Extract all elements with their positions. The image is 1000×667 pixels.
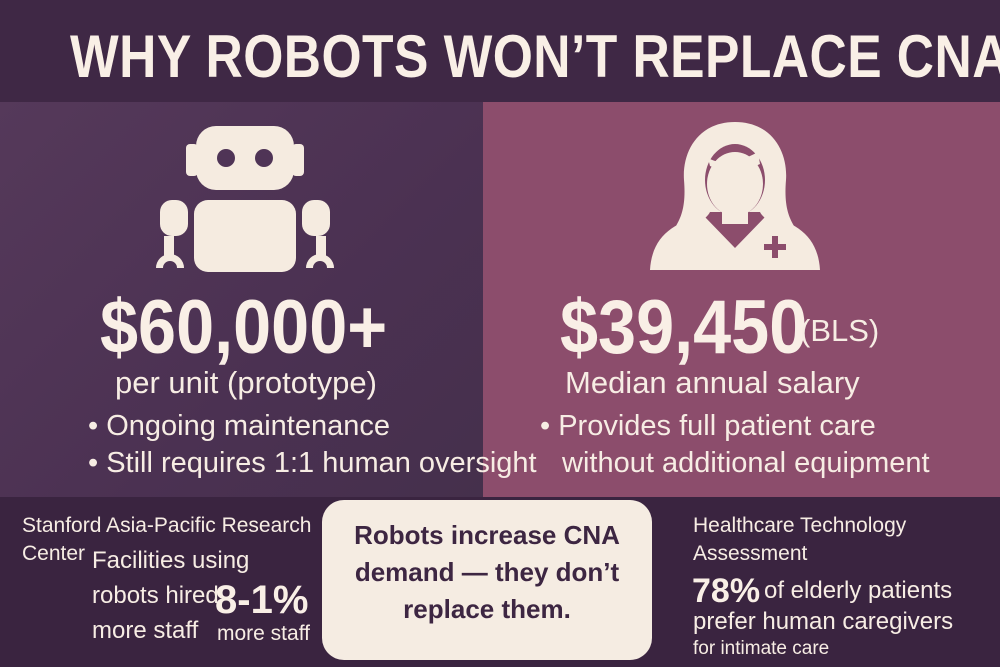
source-stanford-line-2: Center [22,542,86,565]
cna-bullet-line-2: without additional equipment [562,447,930,479]
facilities-text-line-1: Facilities using [92,547,250,574]
robot-cost-note: per unit (prototype) [115,365,377,400]
facilities-text-line-2: robots hired [92,582,219,609]
cna-salary: $39,450 [560,285,808,370]
hiring-stat-note: more staff [217,622,310,645]
preference-stat-text: of elderly patients [764,577,953,604]
source-stanford-line-1: Stanford Asia-Pacific Research [22,514,312,537]
preference-text-line-3: for intimate care [693,638,830,659]
nurse-icon [650,122,820,270]
preference-text-line-2: prefer human caregivers [693,608,954,635]
callout-line-3: replace them. [403,594,571,624]
preference-stat: 78% [692,572,761,610]
facilities-text-line-3: more staff [92,617,199,644]
source-hta-line-1: Healthcare Technology [693,514,907,537]
cna-salary-source: (BLS) [800,313,880,348]
robot-icon [156,126,334,272]
robot-bullet-1: • Ongoing maintenance [88,410,390,442]
hiring-stat: 8-1% [215,578,309,622]
callout-line-2: demand — they don’t [354,557,620,587]
cna-bullet-line-1: • Provides full patient care [540,410,876,442]
source-hta-line-2: Assessment [693,542,808,565]
robot-bullet-2: • Still requires 1:1 human oversight [88,447,537,479]
robot-cost: $60,000+ [100,285,388,370]
title-bar [0,0,1000,102]
callout-line-1: Robots increase CNA [354,520,620,550]
callout-box: Robots increase CNA demand — they don’t … [322,500,652,660]
page-title: WHY ROBOTS WON’T REPLACE CNAs [70,23,1000,90]
cna-salary-note: Median annual salary [565,365,860,400]
